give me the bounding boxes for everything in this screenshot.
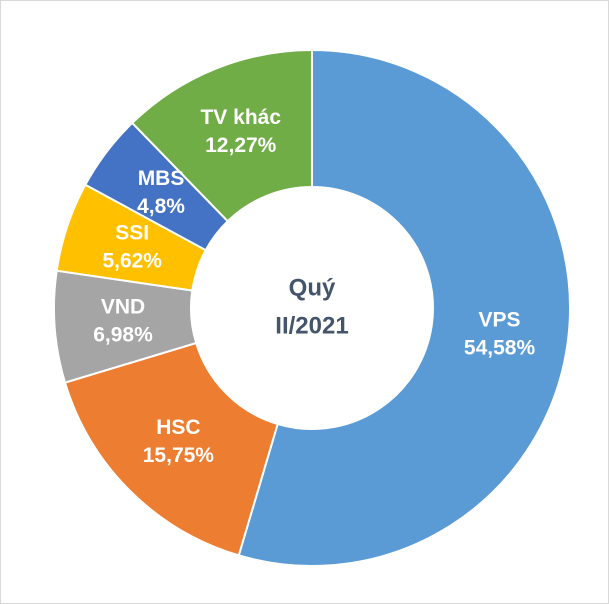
slice-value-label: 12,27% [205,134,277,157]
slice-name: HSC [156,416,200,439]
slice-name: SSI [115,222,149,245]
center-label: Quý [289,274,336,301]
slice-name: TV khác [200,106,281,129]
slice-value-label: 15,75% [143,444,215,467]
center-label: II/2021 [275,312,348,339]
slice-value-label: 4,8% [137,195,185,218]
slice-value-label: 54,58% [464,337,536,360]
donut-slice [130,48,313,223]
slice-name: MBS [138,167,185,190]
slice-name: VND [101,296,145,319]
labels: VPS 54,58% HSC 15,75% VND 6,98% SSI 5,62% MBS 4,8… [93,106,535,467]
slice-value-label: 6,98% [93,324,153,347]
donut-slice [237,48,571,567]
slice-name: VPS [479,309,521,332]
donut-slice [63,341,279,557]
slices [53,48,571,567]
slice-value-label: 5,62% [102,250,162,273]
